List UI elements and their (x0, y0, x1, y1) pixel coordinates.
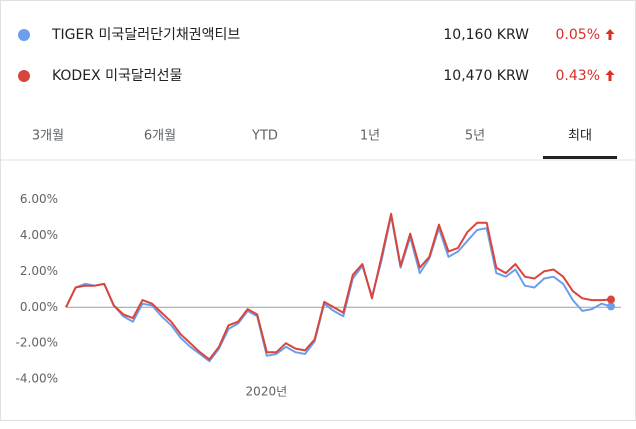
legend-dot (18, 70, 30, 82)
y-tick-label: 4.00% (20, 228, 58, 242)
y-tick-label: 2.00% (20, 264, 58, 278)
legend-name: TIGER 미국달러단기채권액티브 (51, 27, 240, 43)
legend-dot (18, 29, 30, 41)
tab[interactable]: 6개월 (144, 129, 176, 144)
tab[interactable]: 1년 (360, 129, 380, 144)
y-tick-label: -4.00% (16, 372, 58, 386)
up-arrow (605, 70, 615, 81)
up-arrow (605, 29, 615, 40)
tab[interactable]: 3개월 (32, 129, 64, 144)
price: 10,470 KRW (443, 68, 529, 84)
legend-name: KODEX 미국달러선물 (52, 68, 183, 84)
price: 10,160 KRW (443, 27, 529, 43)
y-tick-label: 0.00% (20, 300, 58, 314)
series-line (65, 214, 612, 363)
series-line (65, 212, 612, 361)
x-tick-label: 2020년 (246, 385, 288, 399)
tab[interactable]: 5년 (465, 129, 485, 144)
tab[interactable]: 최대 (568, 129, 592, 144)
y-tick-label: 6.00% (20, 192, 58, 206)
change: 0.05% (556, 27, 600, 43)
tab-indicator (543, 156, 617, 159)
tab[interactable]: YTD (251, 129, 278, 144)
end-dot (607, 295, 615, 304)
end-dot (607, 302, 615, 311)
y-tick-label: -2.00% (16, 336, 58, 350)
change: 0.43% (556, 68, 600, 84)
